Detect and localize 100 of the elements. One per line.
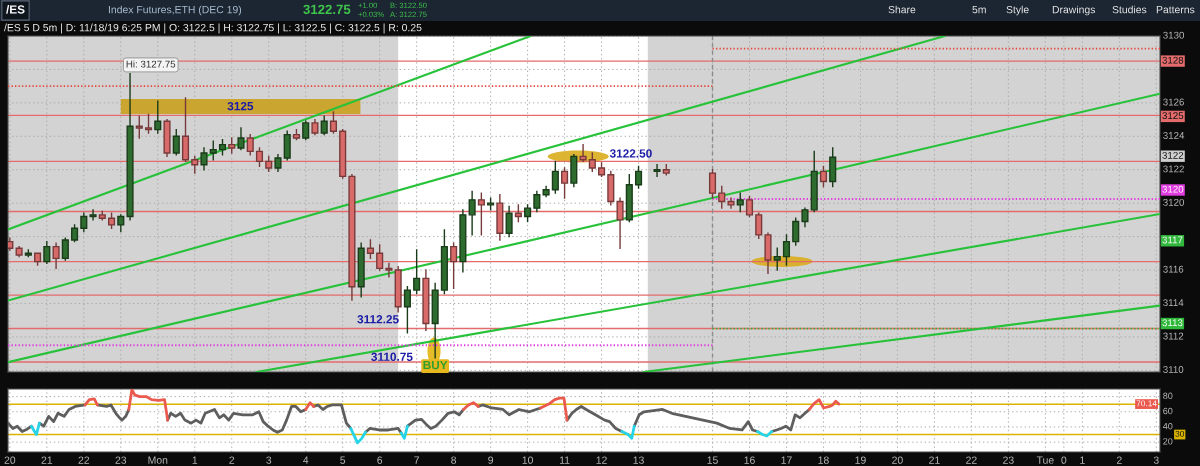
candlestick bbox=[246, 133, 254, 156]
candlestick bbox=[320, 115, 328, 136]
candlestick bbox=[154, 100, 162, 134]
x-tick-label: 16 bbox=[744, 456, 755, 464]
candlestick bbox=[228, 137, 236, 154]
y-tick-label: 40 bbox=[1162, 422, 1173, 430]
text: Share bbox=[888, 5, 916, 14]
x-tick-label: 22 bbox=[966, 456, 977, 464]
x-tick-label: 20 bbox=[4, 456, 16, 464]
ref-line-label: 3128 bbox=[1162, 56, 1184, 64]
candlestick bbox=[551, 160, 559, 194]
x-tick-label: 19 bbox=[855, 456, 866, 464]
x-tick-label: 5 bbox=[340, 456, 346, 464]
annotation: 3110.75 bbox=[371, 352, 413, 361]
candlestick bbox=[440, 229, 448, 295]
x-tick-label: 18 bbox=[818, 456, 829, 464]
x-tick-label: 21 bbox=[41, 456, 53, 464]
candlestick bbox=[126, 72, 134, 221]
candlestick bbox=[403, 286, 411, 334]
x-tick-label: 13 bbox=[633, 456, 644, 464]
candlestick bbox=[533, 190, 541, 213]
candlestick bbox=[311, 118, 319, 136]
x-tick-label: 23 bbox=[115, 456, 127, 464]
annotation: BUY bbox=[423, 361, 448, 370]
candlestick bbox=[468, 190, 476, 236]
text: 3122.75 bbox=[303, 4, 351, 15]
x-tick-label: 12 bbox=[596, 456, 607, 464]
candlestick bbox=[431, 282, 439, 359]
ref-line-label: 30 bbox=[1175, 430, 1185, 437]
y-tick-label: 3116 bbox=[1163, 265, 1184, 273]
y-tick-label: 3122 bbox=[1163, 165, 1184, 173]
annotation: 3122.50 bbox=[609, 149, 652, 158]
annotation: 3117 bbox=[1162, 236, 1183, 244]
x-tick-label: 2 bbox=[1116, 456, 1122, 464]
candlestick bbox=[542, 185, 550, 198]
candlestick bbox=[89, 209, 97, 221]
annotation: 70.14 bbox=[1136, 400, 1157, 407]
x-tick-label: 3 bbox=[266, 456, 272, 464]
y-tick-label: 3126 bbox=[1163, 98, 1184, 106]
x-tick-label: 20 bbox=[892, 456, 903, 464]
x-tick-label: 1 bbox=[1080, 456, 1085, 464]
text: 5m bbox=[972, 6, 986, 14]
candlestick bbox=[24, 249, 32, 258]
candlestick bbox=[413, 249, 421, 295]
annotation: Hi: 3127.75 bbox=[126, 60, 176, 68]
candlestick bbox=[505, 205, 513, 238]
candlestick bbox=[8, 237, 14, 251]
chart-subtitle: /ES 5 D 5m | D: 11/18/19 6:25 PM | O: 3122.5 | H: 3122.75 | L: 3122.5 | C: 3122.5 | R: 0.25 bbox=[4, 23, 422, 34]
text: Style bbox=[1006, 5, 1029, 16]
candlestick bbox=[15, 245, 23, 258]
candlestick bbox=[61, 237, 69, 261]
x-tick-label: 7 bbox=[414, 456, 420, 464]
candlestick bbox=[625, 174, 633, 223]
x-tick-label: 15 bbox=[707, 456, 718, 464]
annotation: 3112.25 bbox=[357, 315, 399, 324]
y-tick-label: 3112 bbox=[1163, 332, 1184, 340]
y-tick-label: 60 bbox=[1163, 407, 1173, 415]
candlestick bbox=[237, 127, 245, 151]
x-tick-label: 22 bbox=[78, 456, 90, 464]
x-tick-label: 0 bbox=[1061, 456, 1067, 464]
candlestick bbox=[71, 224, 79, 243]
x-tick-label: 4 bbox=[303, 456, 309, 464]
x-tick-label: 17 bbox=[781, 456, 792, 464]
candlestick bbox=[302, 120, 310, 141]
x-tick-label: 21 bbox=[929, 456, 940, 464]
candlestick bbox=[43, 240, 51, 265]
x-tick-label: 23 bbox=[1003, 456, 1014, 464]
y-tick-label: 3110 bbox=[1163, 366, 1184, 373]
candlestick bbox=[357, 242, 365, 298]
candlestick bbox=[524, 204, 532, 223]
chart-title: Index Futures,ETH (DEC 19) bbox=[108, 5, 242, 16]
x-tick-label: 10 bbox=[522, 456, 533, 464]
ref-line-label: 3125 bbox=[1162, 112, 1184, 120]
candlestick bbox=[283, 130, 291, 161]
candlestick bbox=[634, 165, 643, 189]
candlestick bbox=[172, 128, 180, 156]
x-tick-label: 1 bbox=[192, 456, 198, 464]
candlestick bbox=[117, 214, 125, 233]
candlestick bbox=[80, 212, 88, 233]
text: Drawings bbox=[1052, 5, 1096, 16]
candlestick bbox=[570, 153, 578, 188]
y-tick-label: 3114 bbox=[1163, 299, 1184, 307]
text: Patterns bbox=[1156, 6, 1195, 14]
x-tick-label: 3 bbox=[1153, 456, 1159, 464]
annotation: 3125 bbox=[227, 101, 254, 111]
x-tick-label: 6 bbox=[377, 456, 383, 464]
text: /ES bbox=[6, 5, 25, 14]
candlestick bbox=[200, 147, 208, 171]
x-tick-label: Tue bbox=[1036, 456, 1054, 464]
candlestick bbox=[366, 239, 374, 260]
x-tick-label: 9 bbox=[488, 456, 494, 464]
candlestick bbox=[561, 167, 569, 199]
x-tick-label: 2 bbox=[229, 456, 235, 464]
y-tick-label: 80 bbox=[1163, 392, 1173, 400]
candlestick bbox=[487, 197, 495, 211]
y-tick-label: 3130 bbox=[1163, 31, 1185, 39]
candlestick bbox=[218, 138, 227, 156]
x-tick-label: 11 bbox=[559, 456, 570, 464]
candlestick bbox=[274, 153, 282, 173]
candlestick bbox=[292, 128, 301, 141]
